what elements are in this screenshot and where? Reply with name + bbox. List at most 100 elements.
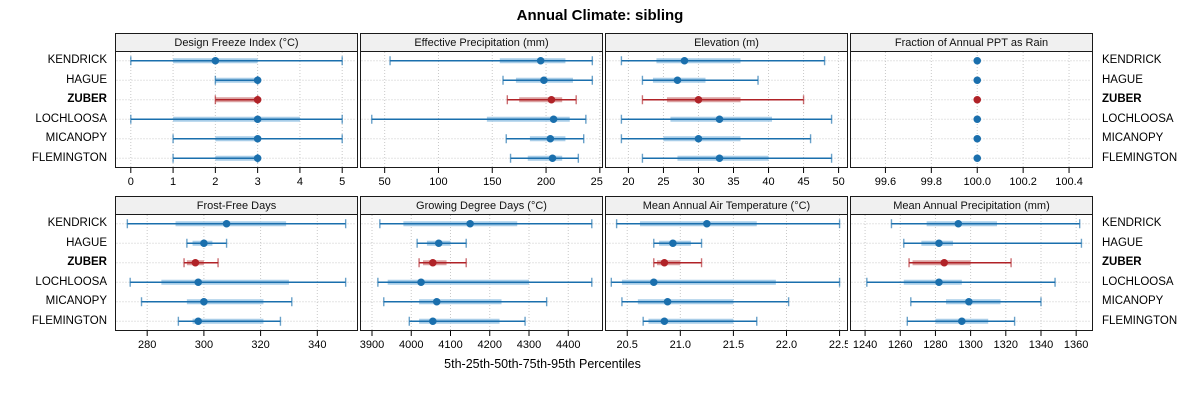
svg-text:4000: 4000	[399, 339, 423, 351]
row-labels-right-top: KENDRICK HAGUE ZUBER LOCHLOOSA MICANOPY …	[1095, 33, 1200, 168]
site-label: FLEMINGTON	[31, 151, 107, 164]
panel-canvas: Fraction of Annual PPT as Rain 99.6 99.8 10…	[850, 33, 1093, 188]
svg-text:40: 40	[762, 176, 774, 188]
panel-canvas: Frost-Free Days 280 300 320 340	[115, 196, 358, 351]
site-label: LOCHLOOSA	[1102, 275, 1174, 288]
panel-canvas: Growing Degree Days (°C) 3900 4000 4100 4200…	[360, 196, 603, 351]
site-label: MICANOPY	[45, 295, 107, 307]
panel-frost-free-days: Frost-Free Days 280 300 320 340	[115, 196, 358, 355]
svg-text:Growing Degree Days (°C): Growing Degree Days (°C)	[416, 200, 547, 212]
svg-text:35: 35	[727, 176, 739, 188]
panel-canvas: Effective Precipitation (mm) 50 100 150 200 2…	[360, 33, 603, 188]
svg-text:1: 1	[170, 176, 176, 188]
svg-text:1260: 1260	[888, 339, 912, 351]
site-label: KENDRICK	[47, 54, 107, 66]
svg-text:1320: 1320	[994, 339, 1018, 351]
site-label-highlight: ZUBER	[1102, 256, 1142, 268]
site-label-highlight: ZUBER	[1102, 93, 1142, 105]
panel-canvas: Mean Annual Air Temperature (°C) 20.5 21.0…	[605, 196, 848, 351]
svg-text:Fraction of Annual PPT as Rain: Fraction of Annual PPT as Rain	[895, 37, 1048, 49]
svg-text:5: 5	[339, 176, 345, 188]
site-label: LOCHLOOSA	[1102, 112, 1174, 125]
panel-design-freeze-index: Design Freeze Index (°C) 0 1 2 3 4 5	[115, 33, 358, 192]
svg-text:4: 4	[297, 176, 303, 188]
svg-text:20.5: 20.5	[617, 339, 638, 351]
svg-text:2: 2	[212, 176, 218, 188]
panel-fraction-ppt-rain: Fraction of Annual PPT as Rain 99.6 99.8 10…	[850, 33, 1093, 192]
panel-row-bottom: KENDRICK HAGUE ZUBER LOCHLOOSA MICANOPY …	[0, 196, 1200, 355]
site-label: KENDRICK	[47, 217, 107, 229]
svg-text:Mean Annual Air Temperature (°: Mean Annual Air Temperature (°C)	[643, 200, 810, 212]
row-labels-left-bottom: KENDRICK HAGUE ZUBER LOCHLOOSA MICANOPY …	[0, 196, 113, 331]
svg-text:320: 320	[251, 339, 269, 351]
svg-text:Effective Precipitation (mm): Effective Precipitation (mm)	[414, 37, 548, 49]
row-labels-left-top: KENDRICK HAGUE ZUBER LOCHLOOSA MICANOPY …	[0, 33, 113, 168]
site-label: KENDRICK	[1102, 54, 1162, 66]
site-label: FLEMINGTON	[31, 314, 107, 327]
svg-text:3: 3	[255, 176, 261, 188]
site-label: FLEMINGTON	[1102, 314, 1178, 327]
svg-text:4300: 4300	[517, 339, 541, 351]
svg-text:1300: 1300	[958, 339, 982, 351]
svg-text:300: 300	[195, 339, 213, 351]
panel-mean-air-temperature: Mean Annual Air Temperature (°C) 20.5 21.0…	[605, 196, 848, 355]
svg-text:4200: 4200	[478, 339, 502, 351]
svg-text:100.4: 100.4	[1055, 176, 1083, 188]
site-label: MICANOPY	[1102, 295, 1164, 307]
svg-text:50: 50	[832, 176, 844, 188]
svg-text:Elevation (m): Elevation (m)	[694, 37, 759, 49]
site-label: MICANOPY	[45, 132, 107, 144]
svg-text:21.5: 21.5	[723, 339, 744, 351]
svg-text:Design Freeze Index (°C): Design Freeze Index (°C)	[174, 37, 298, 49]
site-label-highlight: ZUBER	[67, 256, 107, 268]
panel-canvas: Elevation (m) 20 25 30 35 40 45 50	[605, 33, 848, 188]
chart-title: Annual Climate: sibling	[516, 7, 684, 24]
svg-text:50: 50	[379, 176, 391, 188]
svg-text:20: 20	[622, 176, 634, 188]
svg-text:200: 200	[537, 176, 555, 188]
svg-text:100.0: 100.0	[963, 176, 991, 188]
svg-text:280: 280	[138, 339, 156, 351]
svg-text:0: 0	[128, 176, 134, 188]
svg-text:22.0: 22.0	[776, 339, 797, 351]
site-label-highlight: ZUBER	[67, 93, 107, 105]
site-label: LOCHLOOSA	[35, 112, 107, 125]
svg-text:30: 30	[692, 176, 704, 188]
svg-text:99.6: 99.6	[875, 176, 896, 188]
site-label: LOCHLOOSA	[35, 275, 107, 288]
panel-canvas: Design Freeze Index (°C) 0 1 2 3 4 5	[115, 33, 358, 188]
svg-text:340: 340	[308, 339, 326, 351]
panel-growing-degree-days: Growing Degree Days (°C) 3900 4000 4100 4200…	[360, 196, 603, 355]
site-label: HAGUE	[1102, 73, 1143, 86]
site-label: KENDRICK	[1102, 217, 1162, 229]
panel-elevation: Elevation (m) 20 25 30 35 40 45 50	[605, 33, 848, 192]
svg-text:150: 150	[483, 176, 501, 188]
svg-text:250: 250	[591, 176, 603, 188]
panel-effective-precipitation: Effective Precipitation (mm) 50 100 150 200 2…	[360, 33, 603, 192]
svg-text:100.2: 100.2	[1009, 176, 1037, 188]
svg-text:1360: 1360	[1064, 339, 1088, 351]
x-axis-caption: 5th-25th-50th-75th-95th Percentiles	[444, 357, 641, 371]
svg-text:45: 45	[797, 176, 809, 188]
svg-text:4400: 4400	[556, 339, 580, 351]
site-label: HAGUE	[66, 73, 107, 86]
svg-text:99.8: 99.8	[921, 176, 942, 188]
site-label: MICANOPY	[1102, 132, 1164, 144]
svg-text:25: 25	[657, 176, 669, 188]
svg-text:1340: 1340	[1029, 339, 1053, 351]
site-label: HAGUE	[1102, 236, 1143, 249]
svg-text:4100: 4100	[438, 339, 462, 351]
row-labels-right-bottom: KENDRICK HAGUE ZUBER LOCHLOOSA MICANOPY …	[1095, 196, 1200, 331]
svg-text:100: 100	[429, 176, 447, 188]
svg-text:1280: 1280	[923, 339, 947, 351]
svg-text:Mean Annual Precipitation (mm): Mean Annual Precipitation (mm)	[893, 200, 1050, 212]
svg-text:1240: 1240	[853, 339, 877, 351]
site-label: HAGUE	[66, 236, 107, 249]
panel-row-top: KENDRICK HAGUE ZUBER LOCHLOOSA MICANOPY …	[0, 33, 1200, 192]
svg-text:3900: 3900	[360, 339, 384, 351]
svg-text:22.5: 22.5	[829, 339, 848, 351]
site-label: FLEMINGTON	[1102, 151, 1178, 164]
panel-canvas: Mean Annual Precipitation (mm) 1240 1260 12…	[850, 196, 1093, 351]
panel-mean-precipitation: Mean Annual Precipitation (mm) 1240 1260 12…	[850, 196, 1093, 355]
